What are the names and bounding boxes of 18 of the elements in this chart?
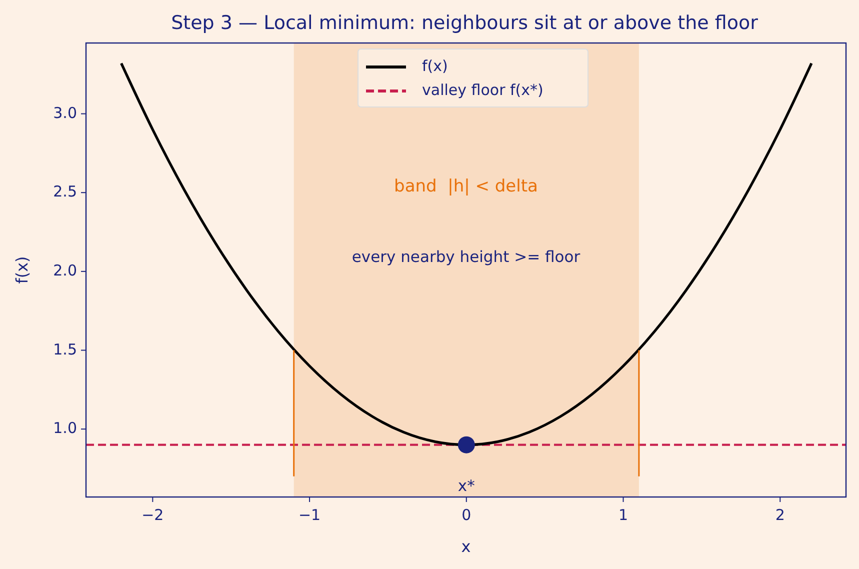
x-axis-title: x [461,537,471,556]
annotation: every nearby height >= floor [352,248,581,266]
y-tick-label: 2.0 [53,262,77,280]
y-axis-title: f(x) [12,256,32,284]
x-tick-label: −1 [298,506,321,524]
y-tick-label: 2.5 [53,182,77,201]
y-tick-label: 3.0 [53,104,77,122]
x-tick-label: 2 [775,506,785,524]
legend-label: f(x) [422,57,448,76]
annotation: x* [458,477,476,496]
x-tick-label: 1 [618,506,628,524]
x-tick-label: −2 [142,506,164,524]
legend-label: valley floor f(x*) [422,81,544,100]
chart-title: Step 3 — Local minimum: neighbours sit at or above the floor [171,12,758,34]
annotation: band |h| < delta [394,176,538,197]
y-tick-label: 1.5 [53,340,77,358]
y-tick-label: 1.0 [53,419,77,438]
x-tick-label: 0 [462,506,472,524]
